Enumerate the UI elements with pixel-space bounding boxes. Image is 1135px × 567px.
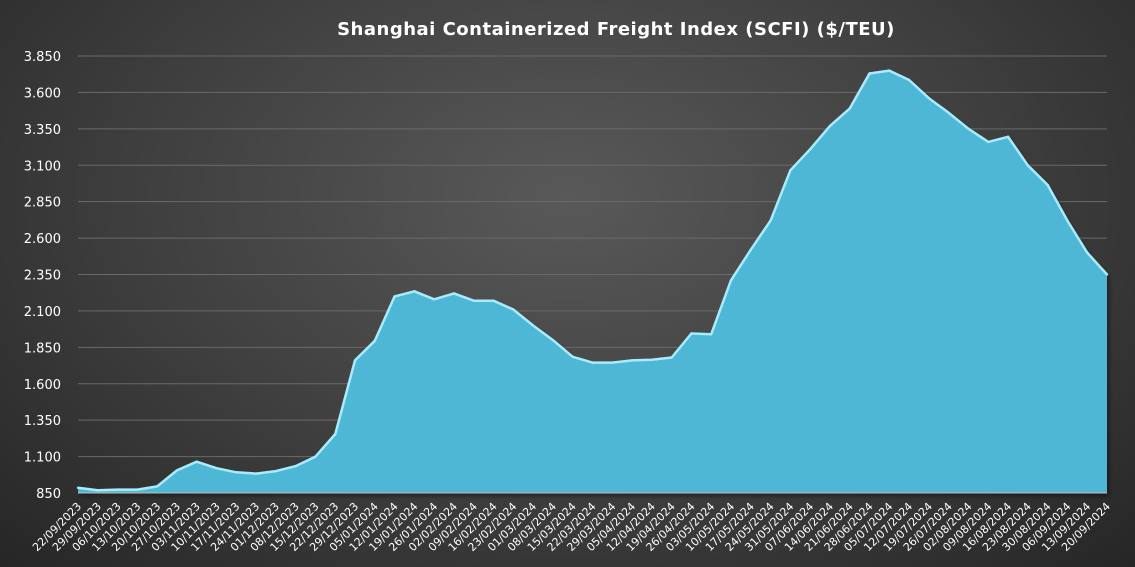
data-point (76, 486, 80, 489)
data-point (967, 127, 970, 130)
data-point (195, 460, 198, 463)
y-tick-label: 1.350 (24, 414, 61, 429)
data-point (729, 279, 733, 282)
data-point (611, 361, 614, 364)
y-tick-label: 3.600 (24, 86, 61, 101)
area-fill (78, 70, 1107, 493)
y-tick-label: 1.600 (24, 378, 61, 393)
data-point (215, 467, 218, 470)
y-axis: 850 1.100 1.350 1.600 1.850 2.100 2.350 2.600 2.… (24, 50, 61, 502)
data-point (551, 338, 555, 342)
data-point (710, 333, 713, 336)
data-point (472, 299, 475, 302)
data-point (175, 469, 179, 472)
data-point (274, 469, 278, 473)
chart-title: Shanghai Containerized Freight Index (SC… (337, 19, 895, 40)
data-point (512, 308, 515, 311)
y-tick-label: 1.100 (24, 451, 61, 466)
data-point (927, 97, 931, 100)
y-tick-label: 2.850 (24, 196, 61, 211)
data-point (670, 356, 673, 359)
y-tick-label: 3.100 (24, 159, 61, 174)
x-axis: 22/09/202329/09/202306/10/202313/10/2023… (30, 500, 1113, 554)
data-point (314, 455, 317, 458)
y-tick-label: 3.850 (24, 50, 61, 65)
data-point (1105, 273, 1109, 276)
data-point (96, 489, 100, 492)
data-point (1066, 219, 1069, 222)
data-point (789, 169, 792, 172)
data-point (809, 148, 812, 151)
data-point (868, 72, 871, 75)
data-point (1026, 164, 1030, 167)
data-point (888, 69, 891, 72)
data-point (630, 359, 634, 362)
data-point (947, 111, 950, 115)
data-point (749, 248, 752, 251)
data-point (294, 464, 297, 468)
data-point (1006, 135, 1010, 138)
data-point (848, 107, 851, 110)
data-point (413, 290, 416, 293)
data-point (433, 298, 436, 301)
y-tick-label: 1.850 (24, 341, 61, 356)
data-point (373, 339, 376, 342)
y-tick-label: 2.100 (24, 305, 61, 320)
data-point (531, 324, 535, 327)
data-point (650, 358, 654, 361)
data-point (769, 219, 772, 222)
data-point (571, 355, 574, 358)
data-point (591, 361, 594, 364)
data-point (987, 140, 990, 144)
data-point (353, 359, 357, 362)
data-point (136, 488, 139, 491)
data-point (116, 488, 119, 491)
data-point (828, 124, 832, 128)
y-tick-label: 2.350 (24, 269, 61, 284)
data-point (452, 292, 456, 295)
data-point (334, 432, 337, 436)
data-point (690, 332, 693, 335)
data-point (907, 78, 911, 82)
data-point (492, 299, 495, 302)
y-tick-label: 3.350 (24, 123, 61, 138)
data-point (235, 471, 238, 474)
y-tick-label: 2.600 (24, 232, 61, 247)
data-point (1046, 183, 1049, 187)
data-point (393, 295, 396, 298)
data-point (1086, 251, 1089, 254)
area-series (76, 69, 1109, 494)
data-point (156, 485, 159, 488)
data-point (254, 472, 258, 475)
y-tick-label: 850 (36, 487, 61, 502)
